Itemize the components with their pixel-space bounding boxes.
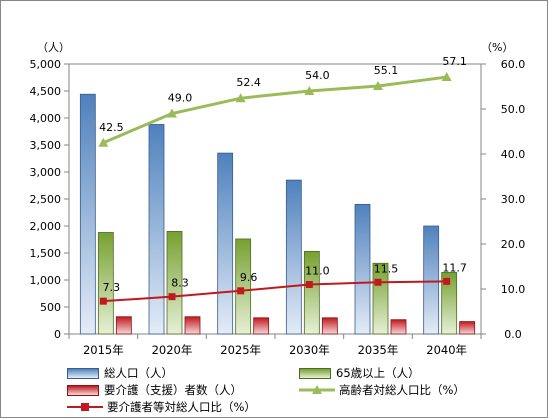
- left-axis-unit: （人）: [37, 41, 70, 54]
- legend-swatch-blue: [67, 367, 99, 379]
- chart-legend: 総人口（人） 65歳以上（人） 要介護（支援）者数（人） 高齢者対総人口比（%）…: [67, 365, 537, 415]
- bar-over-65: [166, 230, 183, 335]
- legend-item-over-65: 65歳以上（人）: [299, 365, 420, 381]
- data-label: 42.5: [99, 121, 124, 134]
- marker-square: [374, 278, 382, 286]
- bar-care-recipients: [115, 316, 132, 335]
- left-axis-tick-label: 500: [40, 301, 61, 314]
- right-axis-tick-label: 10.0: [501, 283, 526, 296]
- left-axis-tick-label: 4,500: [30, 85, 62, 98]
- line-care-ratio: [103, 280, 447, 303]
- data-label: 11.0: [305, 265, 330, 278]
- data-label: 7.3: [103, 281, 121, 294]
- data-label: 52.4: [236, 76, 261, 89]
- legend-label: 要介護（支援）者数（人）: [104, 383, 242, 397]
- category-label: 2030年: [289, 343, 330, 357]
- left-axis-tick-label: 1,000: [30, 274, 62, 287]
- marker-triangle: [304, 86, 315, 95]
- bar-total-population: [354, 203, 371, 335]
- line-elderly-ratio: [102, 75, 447, 145]
- marker-triangle: [167, 108, 177, 118]
- legend-swatch-green: [299, 367, 331, 379]
- left-axis-tick-label: 0: [54, 328, 61, 341]
- data-label: 57.1: [442, 55, 467, 68]
- legend-swatch-triangle-line: [299, 385, 335, 394]
- bar-over-65: [235, 238, 252, 335]
- data-label: 9.6: [240, 271, 258, 284]
- category-label: 2025年: [220, 343, 261, 357]
- bar-total-population: [217, 152, 234, 335]
- bar-care-recipients: [321, 317, 338, 335]
- category-label: 2035年: [358, 343, 399, 357]
- right-axis-unit: （%）: [481, 41, 514, 54]
- data-label: 49.0: [168, 92, 193, 105]
- legend-item-total-population: 総人口（人）: [67, 365, 173, 381]
- bar-over-65: [303, 250, 320, 335]
- right-axis-tick-label: 20.0: [501, 238, 526, 251]
- bar-total-population: [79, 93, 96, 335]
- left-axis-tick-label: 4,000: [30, 112, 62, 125]
- bar-over-65: [441, 272, 458, 335]
- marker-triangle: [98, 137, 109, 147]
- left-axis-tick-label: 2,500: [30, 193, 62, 206]
- marker-square: [305, 281, 313, 288]
- category-label: 2015年: [83, 343, 124, 357]
- marker-square: [237, 287, 245, 295]
- marker-triangle: [441, 72, 452, 82]
- legend-item-care-recipients: 要介護（支援）者数（人）: [67, 382, 242, 398]
- right-axis-tick-label: 0.0: [504, 328, 522, 341]
- left-axis-tick-label: 5,000: [30, 58, 62, 71]
- bar-care-recipients: [184, 316, 201, 335]
- data-label: 55.1: [374, 64, 399, 77]
- data-label: 8.3: [171, 277, 189, 290]
- legend-item-elderly-ratio: 高齢者対総人口比（%）: [299, 382, 465, 398]
- data-label: 11.5: [374, 262, 399, 275]
- legend-label: 要介護者等対総人口比（%）: [107, 400, 256, 414]
- plot-border: [68, 63, 482, 335]
- marker-triangle: [373, 81, 383, 91]
- bar-care-recipients: [459, 321, 476, 335]
- left-axis-tick-label: 1,500: [30, 247, 62, 260]
- legend-item-care-ratio: 要介護者等対総人口比（%）: [67, 399, 256, 415]
- data-label: 54.0: [305, 69, 330, 82]
- right-axis-tick-label: 30.0: [501, 193, 526, 206]
- left-axis-tick-label: 2,000: [30, 220, 62, 233]
- category-label: 2020年: [152, 343, 193, 357]
- bar-care-recipients: [253, 317, 270, 335]
- marker-triangle: [235, 93, 246, 103]
- left-axis-tick-label: 3,500: [30, 139, 62, 152]
- bar-care-recipients: [390, 319, 407, 335]
- bar-over-65: [97, 232, 114, 335]
- data-label: 11.7: [442, 261, 467, 274]
- legend-label: 総人口（人）: [104, 366, 173, 380]
- legend-swatch-red: [67, 384, 99, 396]
- marker-square: [443, 277, 451, 285]
- right-axis-tick-label: 60.0: [501, 58, 526, 71]
- right-axis-tick-label: 40.0: [501, 148, 526, 161]
- bar-total-population: [423, 225, 440, 335]
- bar-total-population: [148, 124, 165, 335]
- legend-label: 65歳以上（人）: [336, 366, 420, 380]
- bar-total-population: [285, 179, 302, 335]
- legend-label: 高齢者対総人口比（%）: [339, 383, 465, 397]
- marker-square: [99, 297, 107, 305]
- marker-square: [168, 293, 176, 301]
- left-axis-tick-label: 3,000: [30, 166, 62, 179]
- right-axis-tick-label: 50.0: [501, 103, 526, 116]
- category-label: 2040年: [426, 343, 467, 357]
- legend-swatch-square-line: [67, 403, 103, 411]
